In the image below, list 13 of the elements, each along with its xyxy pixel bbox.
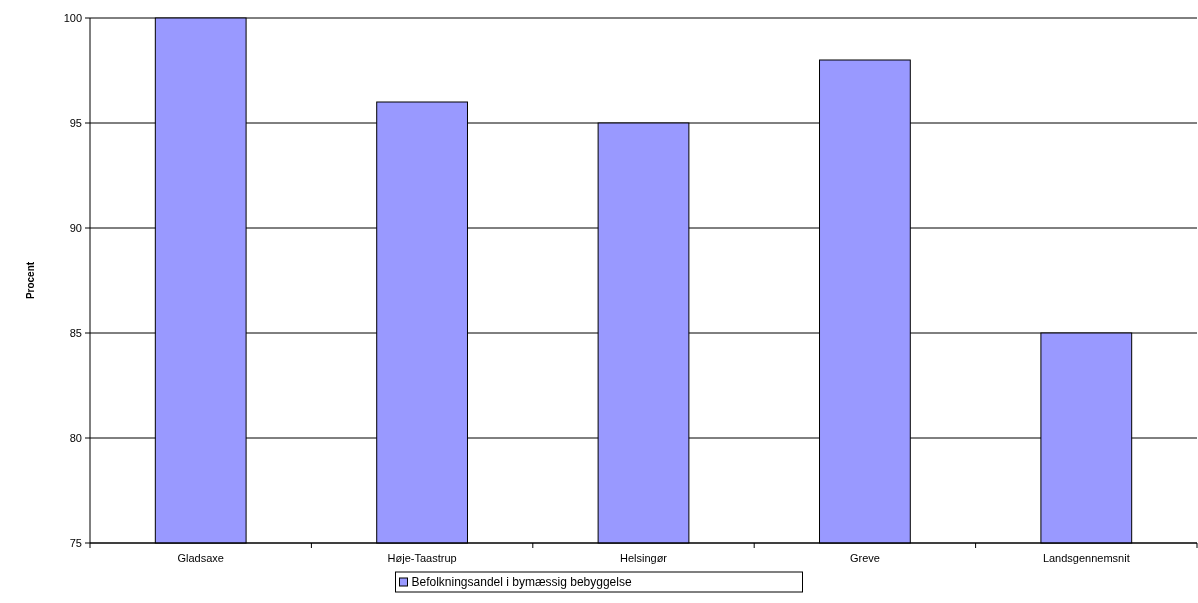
y-tick-label: 75	[69, 536, 82, 549]
x-tick-label: Greve	[849, 552, 880, 564]
y-tick-label: 85	[69, 326, 82, 339]
x-tick-label: Landsgennemsnit	[1042, 552, 1130, 564]
x-tick-label: Helsingør	[619, 552, 668, 564]
legend-label: Befolkningsandel i bymæssig bebyggelse	[411, 575, 632, 590]
y-tick-label: 95	[69, 116, 82, 129]
y-tick-label: 90	[69, 221, 82, 234]
y-tick-label: 100	[63, 11, 82, 24]
y-tick-label: 80	[69, 431, 82, 444]
y-axis-title: Procent	[25, 261, 36, 300]
x-tick-label: Gladsaxe	[177, 552, 224, 564]
x-tick-label: Høje-Taastrup	[387, 552, 457, 564]
